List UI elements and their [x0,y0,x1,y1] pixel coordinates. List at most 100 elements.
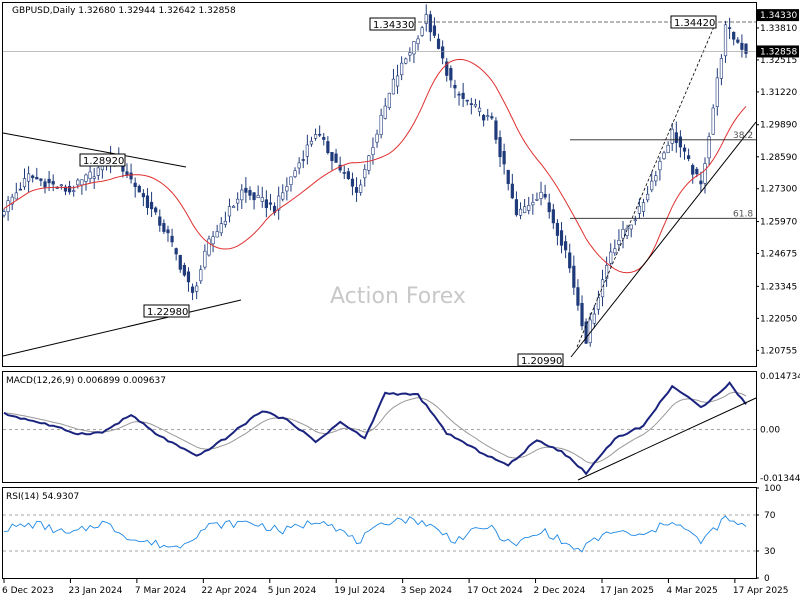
candle-155-body [637,205,642,214]
candle-87-body [359,184,363,193]
candle-166-body [682,147,687,152]
candle-125-body [514,199,519,216]
candle-57-body [236,198,240,204]
candle-146-body [600,279,605,298]
candle-56-body [231,205,236,208]
candle-145-body [596,297,601,310]
candle-8-body [35,176,39,180]
candle-95-body [391,78,396,95]
rsi-y-tick-label-2: 30 [764,547,776,557]
candle-159-body [654,175,658,182]
candle-51-body [211,236,215,245]
candle-16-body [67,185,72,193]
candle-78-body [322,137,326,140]
candle-169-body [695,168,699,175]
candle-112-body [461,92,465,99]
candle-96-body [395,75,400,87]
candle-7-body [31,175,35,179]
candle-37-body [154,207,158,213]
candle-174-body [715,77,719,107]
candle-21-body [88,171,92,179]
candle-141-body [580,303,584,327]
candle-107-body [441,46,445,59]
candle-178-body [732,31,736,40]
candle-102-body [420,27,424,36]
macd-y-tick-label-0: 0.014734 [760,372,800,382]
candle-114-body [469,103,473,105]
candle-89-body [367,155,371,171]
candle-17-body [72,190,76,192]
price-layer: 38.2 61.8 1.28920 1.22980 1.34330 1.20990 1.34… [2,4,757,367]
candle-33-body [137,185,141,193]
candle-32-body [133,182,137,188]
candle-0-body [2,211,6,216]
candle-52-body [215,231,219,238]
candle-36-body [149,201,154,210]
rsi-y-tick-label-1: 70 [764,511,776,521]
rsi-pane-header: RSI(14) 54.9307 [6,492,79,502]
candle-110-body [453,84,457,89]
candle-47-body [195,285,199,292]
candle-156-body [641,202,646,212]
candle-22-body [92,176,96,179]
trendline-lower-left [2,299,242,357]
candle-118-body [486,115,490,117]
candle-18-body [76,179,80,186]
candle-80-body [330,152,334,161]
rsi-y-tick-label-0: 100 [764,484,781,494]
price-pane-header: GBPUSD,Daily 1.32680 1.32944 1.32642 1.3… [12,6,236,16]
macd-pane-header: MACD(12,26,9) 0.006899 0.009637 [6,376,166,386]
candle-132-body [543,193,547,198]
candle-134-body [551,209,555,224]
candle-124-body [510,183,514,199]
candle-53-body [219,223,223,234]
x-tick-label-5: 19 Jul 2024 [334,586,385,596]
candle-62-body [256,195,260,199]
rsi-y-tick-label-3: 0 [764,574,770,584]
candle-71-body [293,170,297,177]
candle-3-body [14,192,18,200]
candle-123-body [506,169,510,184]
candle-100-body [412,41,416,55]
candle-137-body [564,241,568,251]
current-price-tag-label: 1.32858 [760,47,797,57]
candle-70-body [289,176,293,185]
candle-73-body [301,159,305,161]
rsi-pane-frame [2,487,757,579]
candle-158-body [650,180,654,191]
candle-168-body [691,165,695,175]
current-price-tag-bg [757,45,799,58]
price-high-tag-bg [757,9,799,22]
annotation-3-box [517,353,564,367]
watermark-text: Action Forex [330,284,466,309]
candle-152-body [625,227,629,236]
annotation-4-box [670,15,717,29]
candle-131-body [539,192,543,199]
macd-main-line [3,381,747,476]
price-y-tick-label-9: 1.23345 [760,282,797,292]
price-y-tick-label-1: 1.33810 [760,24,797,34]
candle-9-body [39,178,43,181]
candle-142-body [584,321,588,344]
candle-69-body [285,186,289,192]
price-y-tick-label-11: 1.20755 [760,346,797,356]
price-high-tag-label: 1.34330 [760,11,797,21]
candle-127-body [523,206,527,213]
candle-135-body [555,222,560,236]
candle-165-body [678,136,683,148]
candle-46-body [190,286,195,293]
candle-93-body [383,105,387,119]
candle-42-body [174,248,178,255]
candle-116-body [477,107,482,112]
annotation-1-box [143,304,190,318]
candle-48-body [199,269,203,282]
candle-117-body [482,114,486,121]
price-y-tick-label-2: 1.32515 [760,56,797,66]
macd-pane-frame [2,371,757,483]
candle-109-body [449,68,453,81]
candle-11-body [47,178,51,184]
candle-83-body [342,172,346,174]
candle-149-body [613,248,617,254]
x-tick-label-3: 22 Apr 2024 [201,586,257,596]
